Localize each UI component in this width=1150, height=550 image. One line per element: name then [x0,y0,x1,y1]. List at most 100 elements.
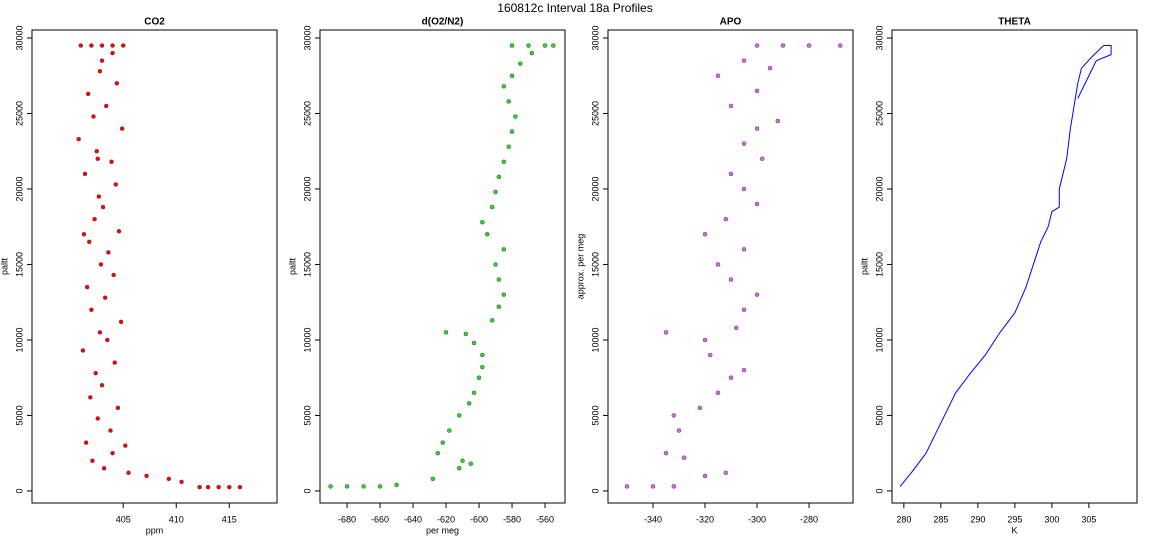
point [723,216,729,222]
x-tick-label: 285 [933,514,948,524]
y-tick-label: 5000 [14,405,24,425]
panel-title: d(O2/N2) [422,17,464,28]
point [526,43,531,48]
point [119,126,125,131]
point [435,450,441,456]
y-tick-label: 5000 [590,405,600,425]
y-tick-label: 15000 [302,252,312,277]
point [493,262,498,267]
point [111,272,116,278]
x-tick-label: -280 [800,514,818,524]
y-tick-label: 0 [14,488,24,493]
x-tick-label: 305 [1081,514,1096,524]
point [109,159,114,165]
point [95,416,101,421]
y-tick-label: 10000 [874,327,884,352]
point [501,84,507,89]
point [476,375,482,380]
point [120,43,126,48]
x-axis-label: K [1011,525,1017,535]
point [741,247,747,252]
x-tick-label: -300 [748,514,766,524]
point [456,413,462,418]
point [754,292,760,297]
point [216,484,221,490]
point [443,330,449,335]
point [754,201,760,207]
point [624,484,630,489]
y-tick-label: 30000 [302,25,312,50]
point [110,50,115,56]
point [447,428,452,433]
point [501,292,507,297]
y-tick-label: 5000 [874,405,884,425]
y-tick-label: 20000 [14,176,24,201]
point [85,91,91,97]
point [144,473,149,479]
point [80,348,86,353]
point [456,466,462,471]
x-tick-label: -340 [644,514,662,524]
y-tick-label: 25000 [14,101,24,126]
x-tick-label: 415 [222,514,237,524]
point [102,295,108,300]
point [671,413,677,418]
point [105,337,110,343]
y-tick-label: 5000 [302,405,312,425]
point [496,174,502,180]
point [88,395,93,400]
point [112,360,117,365]
point [110,450,115,456]
x-tick-label: -620 [437,514,455,524]
point [78,43,84,48]
point [501,247,507,252]
y-tick-label: 25000 [590,101,600,126]
point [99,43,105,48]
point [92,216,97,222]
x-tick-label: 410 [169,514,184,524]
point [663,450,669,456]
point [100,204,106,210]
y-tick-label: 0 [302,488,312,493]
point [471,390,477,396]
point [89,43,94,48]
plot-frame [607,29,854,504]
point [91,114,96,119]
point [115,405,121,411]
y-tick-label: 20000 [590,176,600,201]
point [501,159,507,165]
point [460,458,465,463]
point [741,186,747,192]
x-tick-label: 405 [116,514,131,524]
point [179,479,184,485]
point [123,443,128,448]
point [671,484,677,489]
point [728,277,734,282]
point [489,204,495,210]
point [237,484,243,490]
point [728,375,734,380]
point [81,232,87,237]
profile-line [899,45,1112,487]
y-axis-label: paltt [287,257,297,275]
point [98,262,104,267]
x-tick-label: 290 [970,514,985,524]
y-tick-label: 15000 [874,252,884,277]
point [741,307,747,313]
x-tick-label: -320 [696,514,714,524]
point [741,367,747,373]
y-tick-label: 15000 [14,252,24,277]
x-tick-label: -600 [470,514,488,524]
point [108,428,113,433]
point [89,307,94,313]
point [114,81,120,86]
point [97,68,103,74]
point [702,232,708,237]
x-axis-label: ppm [146,525,164,535]
figure-title: 160812c Interval 18a Profiles [497,1,652,15]
x-tick-label: 280 [896,514,911,524]
x-tick-label: -680 [338,514,356,524]
point [103,103,109,109]
point [118,319,124,325]
point [480,219,485,225]
